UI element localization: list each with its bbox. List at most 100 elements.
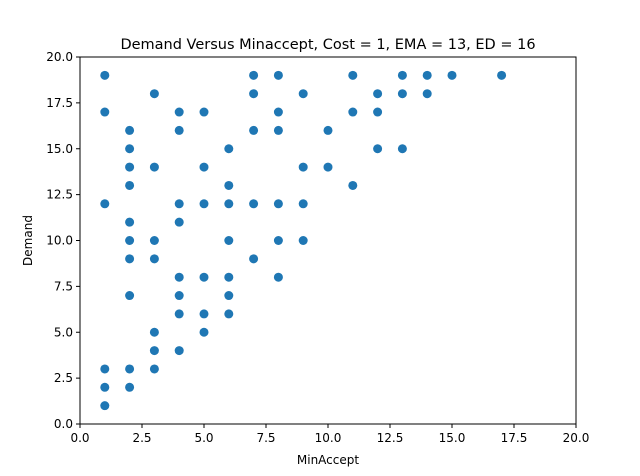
y-tick-label: 10.0 [46, 234, 73, 248]
x-tick-label: 20.0 [563, 431, 590, 445]
data-point [422, 70, 432, 80]
y-tick-label: 12.5 [46, 188, 73, 202]
x-axis-label: MinAccept [297, 453, 359, 467]
data-point [199, 107, 209, 117]
data-point [348, 107, 358, 117]
x-tick-label: 10.0 [315, 431, 342, 445]
data-point [125, 162, 135, 172]
data-point [199, 162, 209, 172]
y-tick-label: 0.0 [54, 417, 73, 431]
data-point [249, 125, 259, 135]
y-axis-label: Demand [21, 215, 35, 266]
y-tick-label: 15.0 [46, 142, 73, 156]
data-point [149, 364, 159, 374]
data-point [174, 217, 184, 227]
data-point [249, 254, 259, 264]
chart-title: Demand Versus Minaccept, Cost = 1, EMA =… [120, 37, 535, 53]
data-point [199, 199, 209, 209]
data-point [149, 346, 159, 356]
data-point [100, 107, 110, 117]
data-point [397, 70, 407, 80]
x-tick-label: 0.0 [70, 431, 89, 445]
data-point [149, 254, 159, 264]
data-point [373, 107, 383, 117]
x-tick-label: 17.5 [501, 431, 528, 445]
data-point [273, 236, 283, 245]
data-point [323, 162, 333, 172]
y-tick-label: 7.5 [54, 279, 73, 293]
data-point [224, 180, 234, 190]
data-point [224, 236, 234, 245]
data-point [249, 199, 259, 209]
data-point [224, 291, 234, 301]
data-point [125, 217, 135, 227]
data-point [224, 144, 234, 154]
data-point [323, 125, 333, 135]
y-tick-label: 20.0 [46, 50, 73, 64]
data-point [125, 254, 135, 264]
data-point [422, 89, 432, 99]
data-point [298, 199, 308, 209]
data-point [224, 199, 234, 209]
x-tick-label: 7.5 [256, 431, 275, 445]
y-tick-label: 5.0 [54, 325, 73, 339]
data-point [273, 107, 283, 117]
data-point [273, 125, 283, 135]
x-tick-label: 2.5 [132, 431, 151, 445]
x-axis-ticks: 0.0 2.5 5.0 7.5 10.0 12.5 15.0 17.5 20.0 [70, 424, 589, 445]
y-axis-ticks: 0.0 2.5 5.0 7.5 10.0 12.5 15.0 17.5 20.0 [46, 50, 80, 431]
data-point [174, 107, 184, 117]
data-point [149, 236, 159, 245]
data-point [174, 291, 184, 301]
data-point [397, 89, 407, 99]
data-point [100, 364, 110, 374]
data-point [125, 364, 135, 374]
y-tick-label: 2.5 [54, 371, 73, 385]
data-point [224, 272, 234, 282]
data-point [125, 236, 135, 245]
data-point [149, 162, 159, 172]
data-point [249, 89, 259, 99]
data-point [273, 199, 283, 209]
data-point [273, 272, 283, 282]
data-point [174, 125, 184, 135]
data-point [397, 144, 407, 154]
data-point [100, 401, 110, 411]
data-point [447, 70, 457, 80]
data-point [149, 327, 159, 337]
data-point [100, 199, 110, 209]
data-point [125, 125, 135, 135]
data-point [199, 309, 209, 319]
data-point [100, 70, 110, 80]
data-point [373, 89, 383, 99]
data-point [199, 327, 209, 337]
data-point [125, 382, 135, 392]
data-point [125, 291, 135, 301]
x-tick-label: 12.5 [377, 431, 404, 445]
data-points [100, 70, 507, 411]
data-point [100, 382, 110, 392]
data-point [125, 180, 135, 190]
data-point [249, 70, 259, 80]
data-point [298, 162, 308, 172]
data-point [273, 70, 283, 80]
data-point [224, 309, 234, 319]
data-point [348, 70, 358, 80]
data-point [174, 199, 184, 209]
data-point [199, 272, 209, 282]
x-tick-label: 5.0 [194, 431, 213, 445]
x-tick-label: 15.0 [439, 431, 466, 445]
data-point [174, 346, 184, 356]
data-point [149, 89, 159, 99]
data-point [298, 236, 308, 245]
data-point [125, 144, 135, 154]
data-point [373, 144, 383, 154]
data-point [174, 309, 184, 319]
data-point [348, 180, 358, 190]
y-tick-label: 17.5 [46, 96, 73, 110]
data-point [174, 272, 184, 282]
data-point [298, 89, 308, 99]
data-point [497, 70, 507, 80]
